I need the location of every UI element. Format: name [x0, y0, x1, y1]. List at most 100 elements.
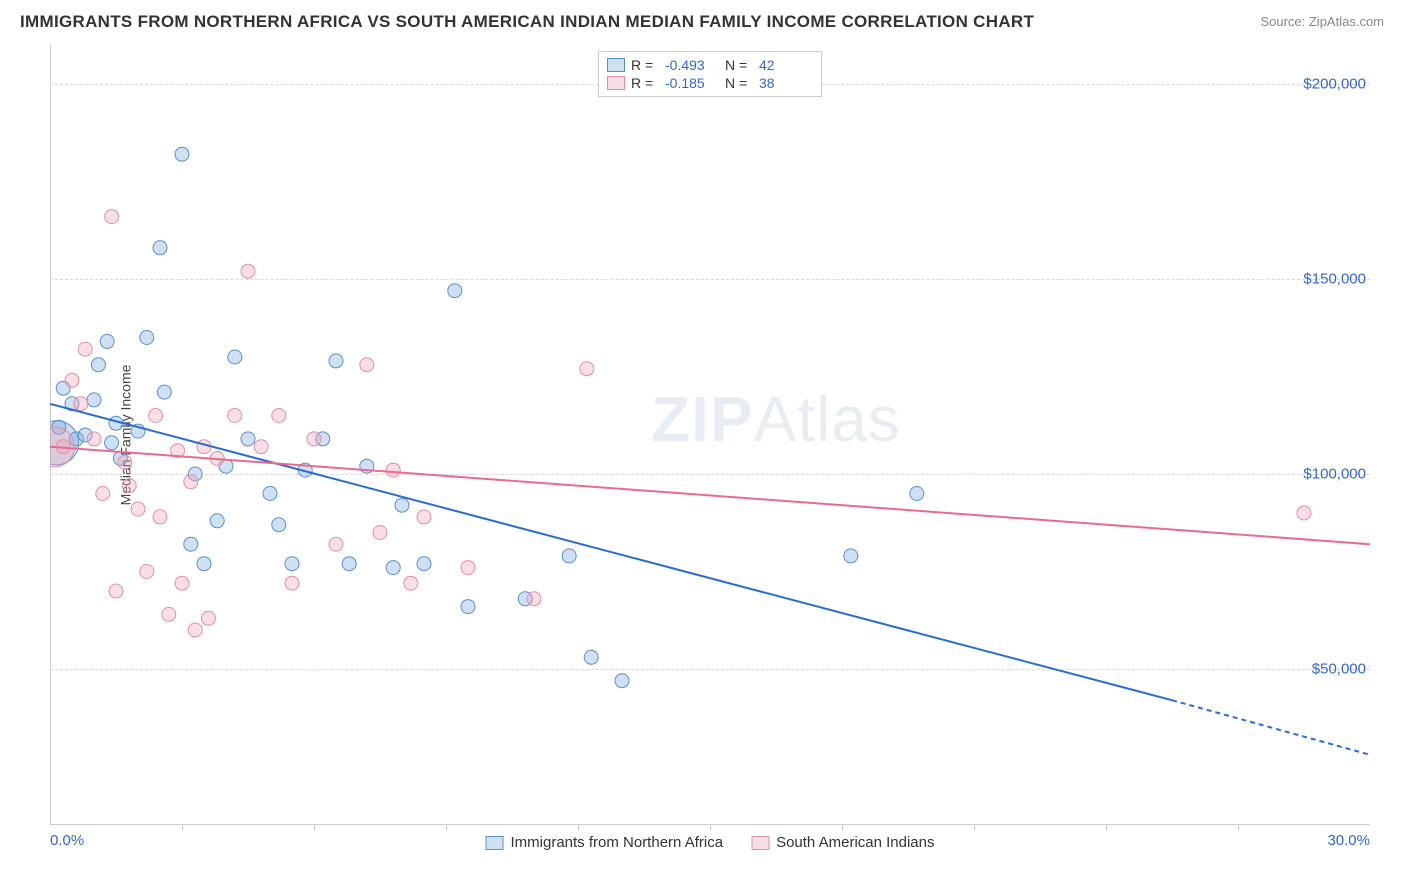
data-point — [562, 549, 576, 563]
data-point — [285, 576, 299, 590]
trend-line — [50, 404, 1172, 700]
n-label-blue: N = — [725, 57, 753, 73]
minor-x-tick — [182, 825, 183, 831]
legend-row-blue: R = -0.493 N = 42 — [607, 56, 813, 74]
data-point — [584, 650, 598, 664]
data-point — [175, 576, 189, 590]
data-point — [188, 623, 202, 637]
legend-label-blue: Immigrants from Northern Africa — [511, 834, 724, 851]
data-point — [580, 362, 594, 376]
data-point — [417, 510, 431, 524]
data-point — [527, 592, 541, 606]
legend-item-blue: Immigrants from Northern Africa — [486, 834, 724, 851]
data-point — [162, 607, 176, 621]
data-point — [149, 409, 163, 423]
n-value-pink: 38 — [759, 75, 813, 91]
data-point — [105, 210, 119, 224]
data-point — [140, 565, 154, 579]
data-point — [153, 510, 167, 524]
data-point — [109, 584, 123, 598]
data-point — [395, 498, 409, 512]
data-point — [122, 479, 136, 493]
data-point — [615, 674, 629, 688]
data-point — [386, 463, 400, 477]
data-point — [197, 557, 211, 571]
data-point — [201, 611, 215, 625]
r-value-blue: -0.493 — [665, 57, 719, 73]
data-point — [461, 561, 475, 575]
data-point — [360, 358, 374, 372]
r-value-pink: -0.185 — [665, 75, 719, 91]
scatter-plot-svg — [50, 45, 1370, 825]
data-point — [404, 576, 418, 590]
data-point — [65, 373, 79, 387]
legend-label-pink: South American Indians — [776, 834, 934, 851]
data-point — [140, 331, 154, 345]
data-point — [342, 557, 356, 571]
minor-x-tick — [1106, 825, 1107, 831]
data-point — [386, 561, 400, 575]
data-point — [131, 502, 145, 516]
series-legend: Immigrants from Northern Africa South Am… — [486, 834, 935, 851]
data-point — [228, 409, 242, 423]
data-point — [417, 557, 431, 571]
trend-line — [50, 447, 1370, 545]
swatch-pink — [607, 76, 625, 90]
minor-x-tick — [578, 825, 579, 831]
data-point — [153, 241, 167, 255]
swatch-pink-bottom — [751, 836, 769, 850]
chart-title: IMMIGRANTS FROM NORTHERN AFRICA VS SOUTH… — [20, 12, 1034, 32]
minor-x-tick — [842, 825, 843, 831]
data-point — [461, 600, 475, 614]
data-point — [91, 358, 105, 372]
data-point — [210, 514, 224, 528]
source-attribution: Source: ZipAtlas.com — [1260, 14, 1384, 29]
data-point — [241, 432, 255, 446]
n-label-pink: N = — [725, 75, 753, 91]
data-point — [87, 393, 101, 407]
legend-item-pink: South American Indians — [751, 834, 934, 851]
minor-x-tick — [710, 825, 711, 831]
data-point — [175, 147, 189, 161]
r-label-blue: R = — [631, 57, 659, 73]
legend-row-pink: R = -0.185 N = 38 — [607, 74, 813, 92]
minor-x-tick — [314, 825, 315, 831]
data-point — [96, 487, 110, 501]
data-point — [329, 354, 343, 368]
data-point — [184, 537, 198, 551]
data-point — [105, 436, 119, 450]
trend-line — [1172, 700, 1370, 755]
data-point — [118, 455, 132, 469]
correlation-legend: R = -0.493 N = 42 R = -0.185 N = 38 — [598, 51, 822, 97]
data-point — [272, 409, 286, 423]
data-point — [184, 475, 198, 489]
data-point — [157, 385, 171, 399]
data-point — [241, 264, 255, 278]
chart-container: Median Family Income ZIPAtlas R = -0.493… — [50, 45, 1370, 825]
data-point — [254, 440, 268, 454]
minor-x-tick — [974, 825, 975, 831]
data-point — [272, 518, 286, 532]
n-value-blue: 42 — [759, 57, 813, 73]
swatch-blue-bottom — [486, 836, 504, 850]
data-point — [307, 432, 321, 446]
data-point — [373, 526, 387, 540]
data-point — [448, 284, 462, 298]
x-tick-label: 0.0% — [50, 832, 84, 849]
r-label-pink: R = — [631, 75, 659, 91]
data-point — [87, 432, 101, 446]
data-point — [910, 487, 924, 501]
data-point — [285, 557, 299, 571]
data-point — [74, 397, 88, 411]
minor-x-tick — [446, 825, 447, 831]
data-point — [228, 350, 242, 364]
data-point — [78, 342, 92, 356]
data-point — [1297, 506, 1311, 520]
data-point — [329, 537, 343, 551]
data-point — [844, 549, 858, 563]
minor-x-tick — [1238, 825, 1239, 831]
x-tick-label: 30.0% — [1327, 832, 1370, 849]
data-point — [100, 334, 114, 348]
swatch-blue — [607, 58, 625, 72]
data-point — [263, 487, 277, 501]
